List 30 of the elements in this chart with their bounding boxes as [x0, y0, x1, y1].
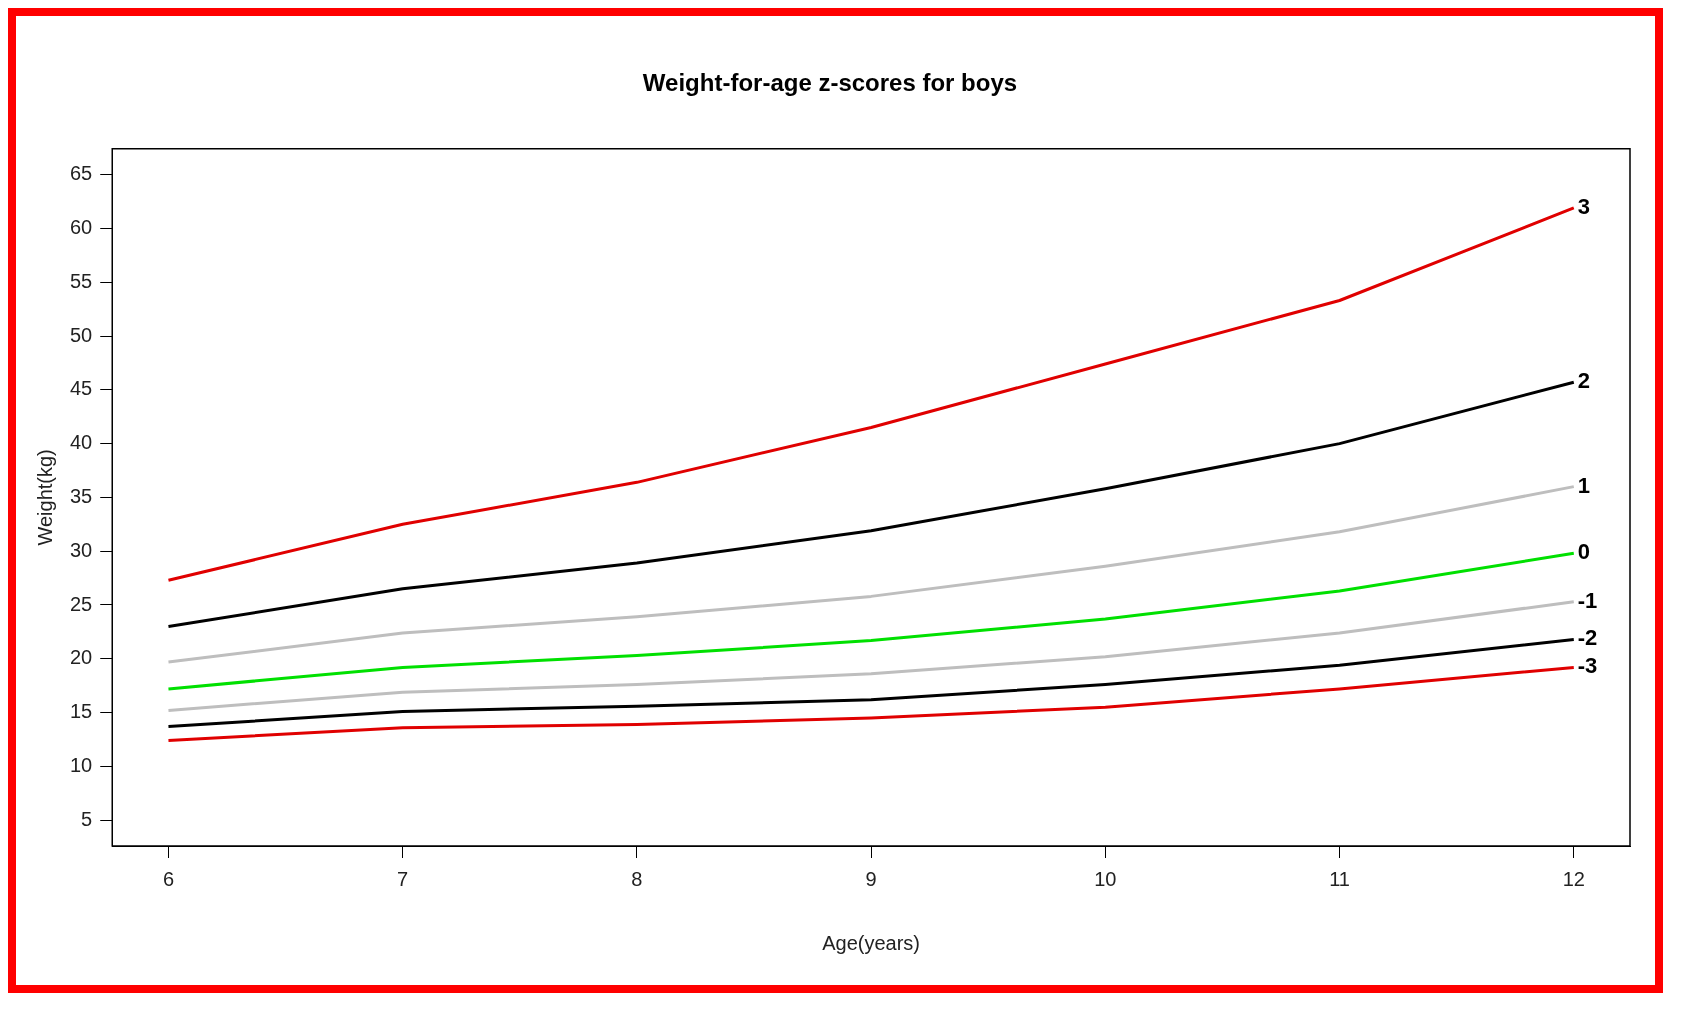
x-axis-title: Age(years)	[822, 931, 921, 954]
y-tick-label: 65	[70, 162, 93, 185]
x-tick-label: 9	[865, 867, 877, 890]
x-tick-label: 10	[1094, 867, 1117, 890]
y-tick-label: 40	[70, 431, 93, 454]
series-label: 0	[1577, 539, 1591, 565]
y-tick-label: 30	[70, 538, 93, 561]
y-tick-label: 5	[81, 807, 93, 830]
x-tick-label: 8	[631, 867, 643, 890]
x-tick-label: 7	[397, 867, 409, 890]
x-tick-label: 12	[1562, 867, 1585, 890]
x-tick-label: 11	[1329, 867, 1350, 890]
y-tick-label: 35	[70, 484, 93, 507]
series-label: 3	[1577, 194, 1591, 220]
y-tick-label: 25	[70, 592, 93, 615]
y-tick-label: 45	[70, 377, 93, 400]
x-tick-label: 6	[162, 867, 175, 890]
y-tick-label: 20	[70, 646, 93, 669]
series-label: -1	[1577, 587, 1598, 613]
chart-title: Weight-for-age z-scores for boys	[642, 69, 1018, 97]
y-tick-label: 55	[70, 269, 93, 292]
series-label: 2	[1577, 368, 1591, 394]
y-tick-label: 50	[70, 323, 93, 346]
series-label: -3	[1577, 653, 1598, 679]
y-tick-label: 15	[70, 700, 93, 723]
y-tick-label: 10	[70, 753, 93, 776]
y-axis-title: Weight(kg)	[33, 449, 56, 546]
y-tick-label: 60	[70, 215, 93, 238]
series-label: -2	[1577, 625, 1598, 651]
series-label: 1	[1577, 472, 1591, 498]
